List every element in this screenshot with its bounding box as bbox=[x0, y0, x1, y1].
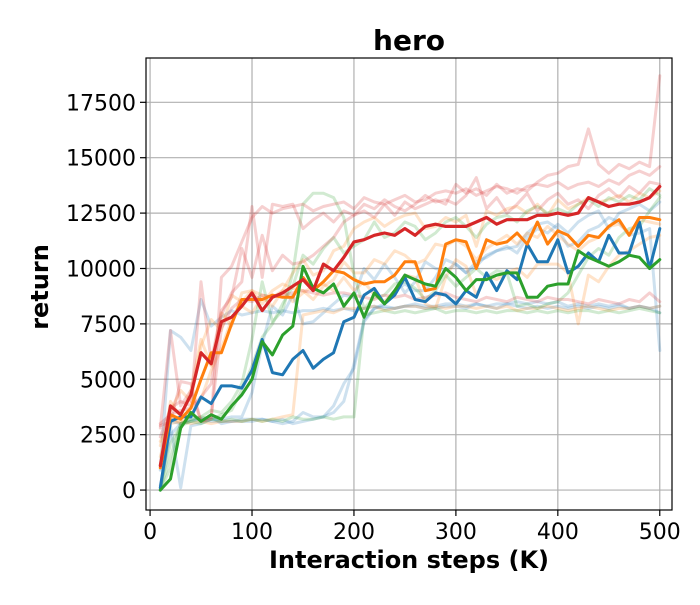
y-tick-label: 2500 bbox=[80, 424, 136, 449]
y-tick-label: 10000 bbox=[66, 257, 136, 282]
y-tick-label: 0 bbox=[122, 479, 136, 504]
y-tick-label: 17500 bbox=[66, 91, 136, 116]
axis-ticks: 0 100 200 300 400 500025005000750010000125001… bbox=[66, 91, 681, 545]
chart-title: hero bbox=[373, 24, 445, 57]
series-line-run bbox=[158, 74, 662, 439]
x-tick-label: 200 bbox=[333, 520, 375, 545]
series-line-mean bbox=[158, 220, 662, 490]
series-line-mean bbox=[158, 249, 662, 492]
x-tick-label: 100 bbox=[231, 520, 273, 545]
series-line-run bbox=[158, 176, 662, 426]
y-tick-label: 5000 bbox=[80, 368, 136, 393]
x-tick-label: 0 bbox=[143, 520, 157, 545]
series-line-mean bbox=[158, 216, 662, 470]
series-line-run bbox=[158, 300, 662, 492]
x-tick-label: 500 bbox=[639, 520, 681, 545]
y-axis-label: return bbox=[26, 244, 54, 330]
series-line-run bbox=[158, 304, 662, 443]
x-tick-label: 400 bbox=[537, 520, 579, 545]
x-axis-label: Interaction steps (K) bbox=[269, 546, 549, 574]
series-line-run bbox=[158, 298, 662, 472]
series-line-run bbox=[158, 306, 662, 490]
x-tick-label: 300 bbox=[435, 520, 477, 545]
series-line-run bbox=[158, 165, 662, 428]
y-tick-label: 7500 bbox=[80, 313, 136, 338]
series-line-mean bbox=[158, 184, 662, 468]
series-group bbox=[158, 74, 662, 492]
y-tick-label: 12500 bbox=[66, 202, 136, 227]
series-line-run bbox=[158, 218, 662, 470]
y-tick-label: 15000 bbox=[66, 147, 136, 172]
plot-frame bbox=[145, 57, 673, 511]
